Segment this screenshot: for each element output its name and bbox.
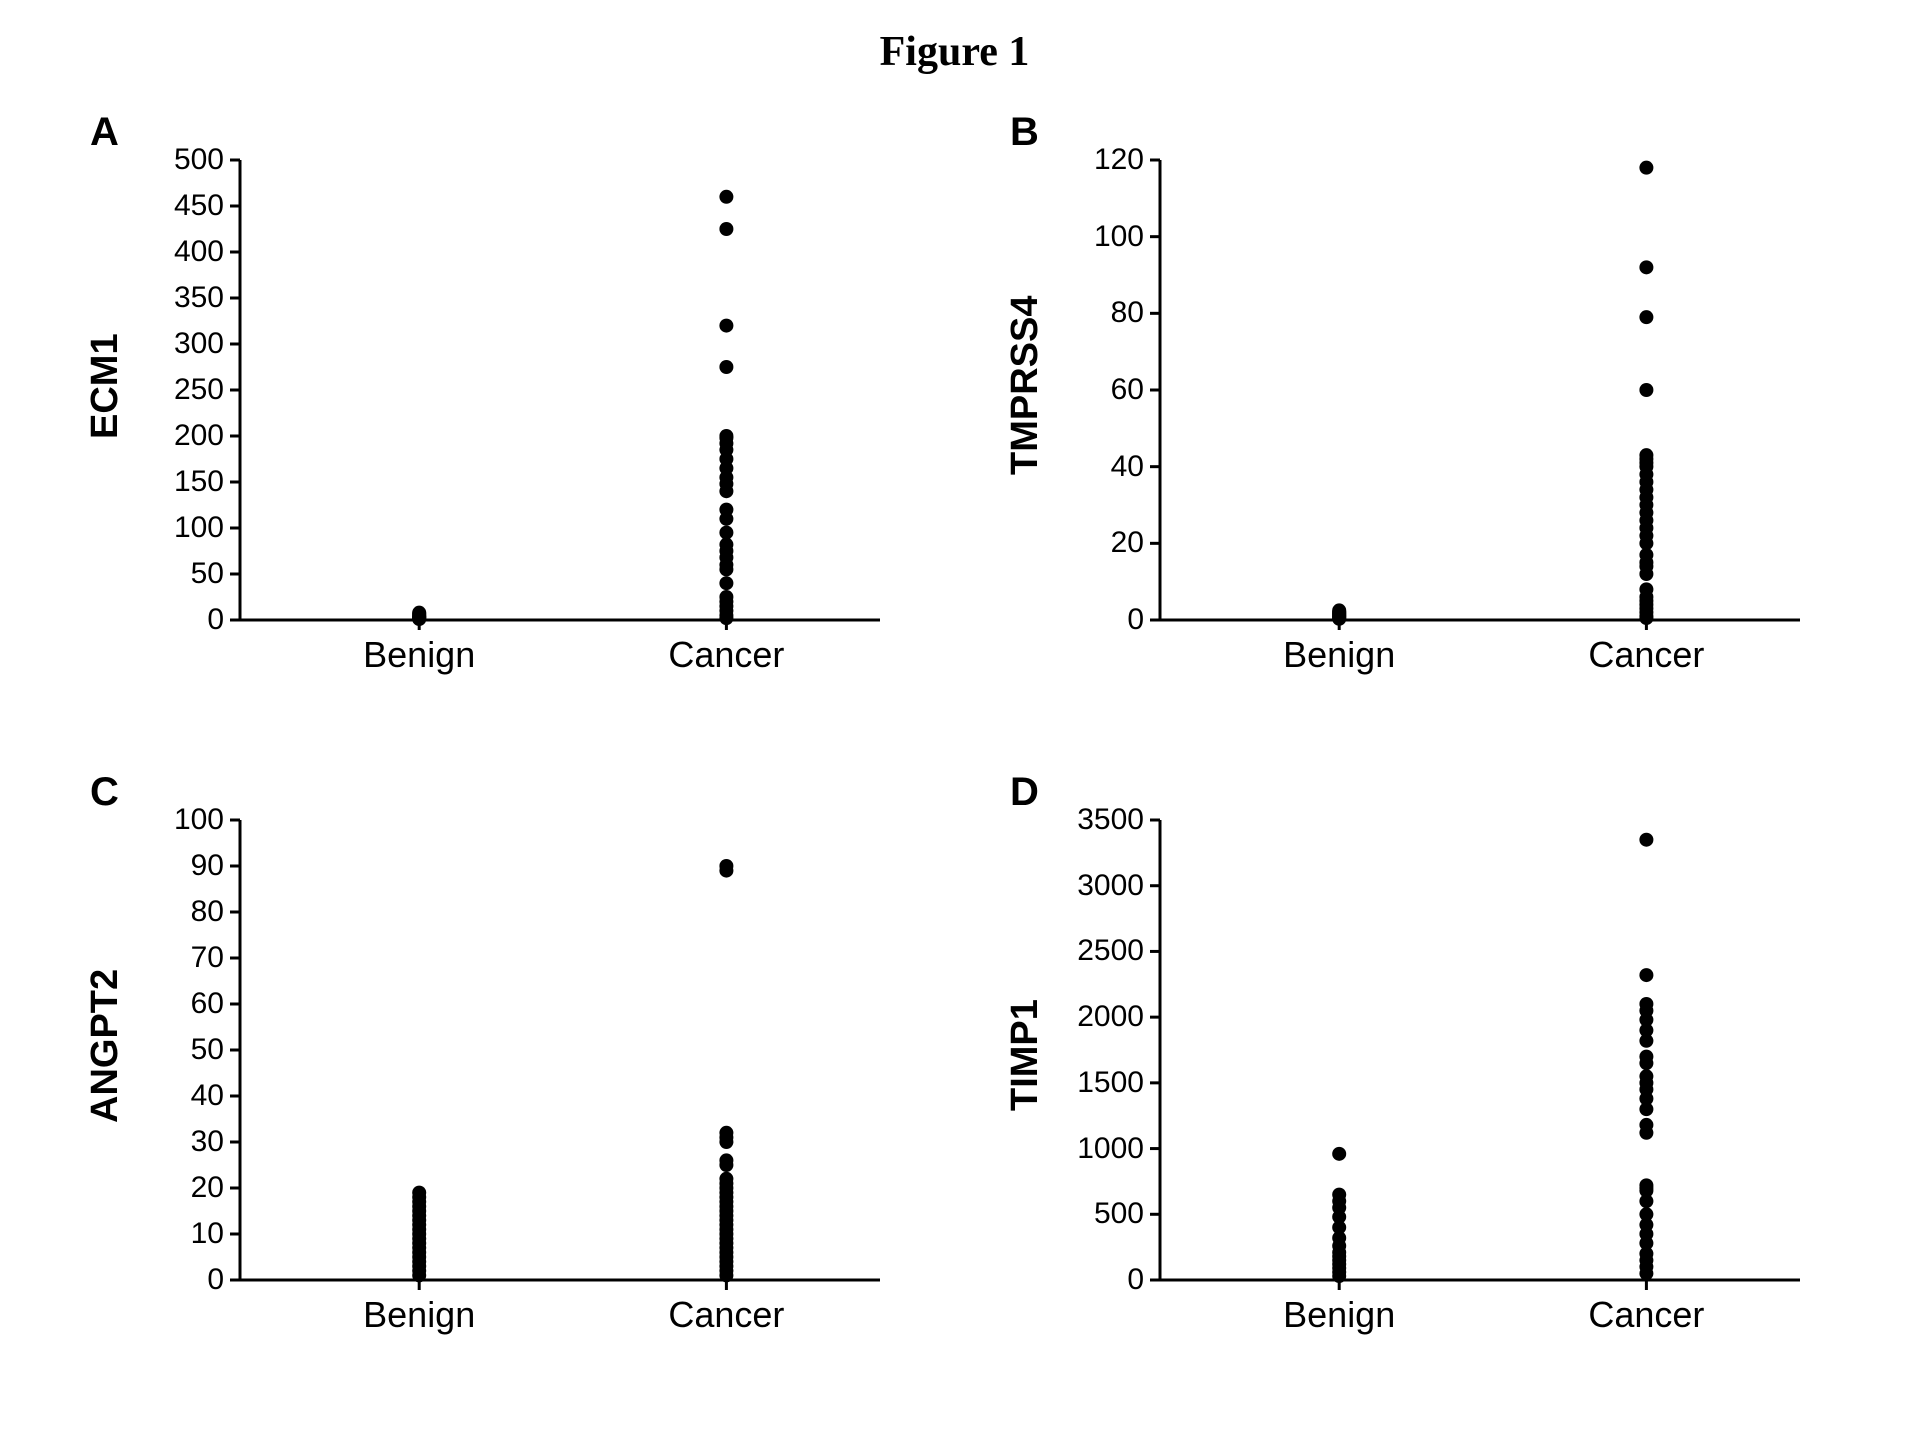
data-point — [1332, 1147, 1346, 1161]
y-tick-label: 10 — [104, 1217, 224, 1251]
x-tick-label: Benign — [363, 1294, 475, 1336]
data-point — [1639, 968, 1653, 982]
data-point — [1639, 448, 1653, 462]
x-tick-label: Cancer — [668, 634, 784, 676]
data-point — [1639, 310, 1653, 324]
y-tick-label: 3000 — [1024, 869, 1144, 903]
y-tick-label: 30 — [104, 1125, 224, 1159]
y-axis-label: ECM1 — [84, 333, 127, 439]
y-tick-label: 0 — [104, 1263, 224, 1297]
y-tick-label: 120 — [1024, 143, 1144, 177]
scatter-chart — [1160, 160, 1800, 680]
y-tick-label: 1000 — [1024, 1132, 1144, 1166]
y-tick-label: 500 — [1024, 1197, 1144, 1231]
data-point — [719, 538, 733, 552]
y-tick-label: 0 — [1024, 603, 1144, 637]
data-point — [1332, 603, 1346, 617]
data-point — [719, 319, 733, 333]
y-tick-label: 500 — [104, 143, 224, 177]
data-point — [1639, 582, 1653, 596]
x-tick-label: Cancer — [668, 1294, 784, 1336]
data-point — [719, 360, 733, 374]
data-point — [719, 1126, 733, 1140]
data-point — [719, 222, 733, 236]
y-axis-label: TIMP1 — [1004, 999, 1047, 1111]
x-tick-label: Benign — [1283, 634, 1395, 676]
data-point — [1639, 1118, 1653, 1132]
y-tick-label: 0 — [1024, 1263, 1144, 1297]
plot-area: 050100150200250300350400450500BenignCanc… — [240, 160, 880, 620]
plot-area: 020406080100120BenignCancerTMPRSS4 — [1160, 160, 1800, 620]
x-tick-label: Benign — [1283, 1294, 1395, 1336]
panels-grid: A050100150200250300350400450500BenignCan… — [60, 110, 1860, 1410]
data-point — [412, 1186, 426, 1200]
y-tick-label: 0 — [104, 603, 224, 637]
plot-area: 0500100015002000250030003500BenignCancer… — [1160, 820, 1800, 1280]
y-tick-label: 100 — [1024, 220, 1144, 254]
y-tick-label: 20 — [1024, 526, 1144, 560]
data-point — [412, 606, 426, 620]
data-point — [719, 190, 733, 204]
y-tick-label: 450 — [104, 189, 224, 223]
data-point — [719, 429, 733, 443]
y-tick-label: 100 — [104, 511, 224, 545]
scatter-chart — [240, 820, 880, 1340]
y-tick-label: 90 — [104, 849, 224, 883]
data-point — [719, 859, 733, 873]
y-tick-label: 50 — [104, 557, 224, 591]
panel-B: B020406080100120BenignCancerTMPRSS4 — [980, 110, 1860, 750]
y-tick-label: 20 — [104, 1171, 224, 1205]
data-point — [1639, 1069, 1653, 1083]
y-tick-label: 2500 — [1024, 934, 1144, 968]
plot-area: 0102030405060708090100BenignCancerANGPT2 — [240, 820, 880, 1280]
data-point — [1639, 1178, 1653, 1192]
scatter-chart — [1160, 820, 1800, 1340]
y-axis-label: TMPRSS4 — [1004, 296, 1047, 475]
data-point — [1639, 383, 1653, 397]
y-tick-label: 3500 — [1024, 803, 1144, 837]
data-point — [719, 503, 733, 517]
data-point — [1639, 1207, 1653, 1221]
panel-D: D0500100015002000250030003500BenignCance… — [980, 770, 1860, 1410]
data-point — [719, 1153, 733, 1167]
y-tick-label: 350 — [104, 281, 224, 315]
y-tick-label: 400 — [104, 235, 224, 269]
data-point — [1332, 1188, 1346, 1202]
data-point — [1639, 161, 1653, 175]
data-point — [1639, 1050, 1653, 1064]
x-tick-label: Cancer — [1588, 634, 1704, 676]
y-tick-label: 80 — [104, 895, 224, 929]
y-tick-label: 100 — [104, 803, 224, 837]
panel-A: A050100150200250300350400450500BenignCan… — [60, 110, 940, 750]
y-tick-label: 150 — [104, 465, 224, 499]
panel-C: C0102030405060708090100BenignCancerANGPT… — [60, 770, 940, 1410]
figure-title: Figure 1 — [0, 28, 1909, 76]
data-point — [1639, 260, 1653, 274]
data-point — [719, 590, 733, 604]
x-tick-label: Cancer — [1588, 1294, 1704, 1336]
data-point — [719, 576, 733, 590]
x-tick-label: Benign — [363, 634, 475, 676]
data-point — [1639, 833, 1653, 847]
y-axis-label: ANGPT2 — [84, 969, 127, 1123]
data-point — [719, 1172, 733, 1186]
data-point — [719, 526, 733, 540]
data-point — [1639, 997, 1653, 1011]
scatter-chart — [240, 160, 880, 680]
